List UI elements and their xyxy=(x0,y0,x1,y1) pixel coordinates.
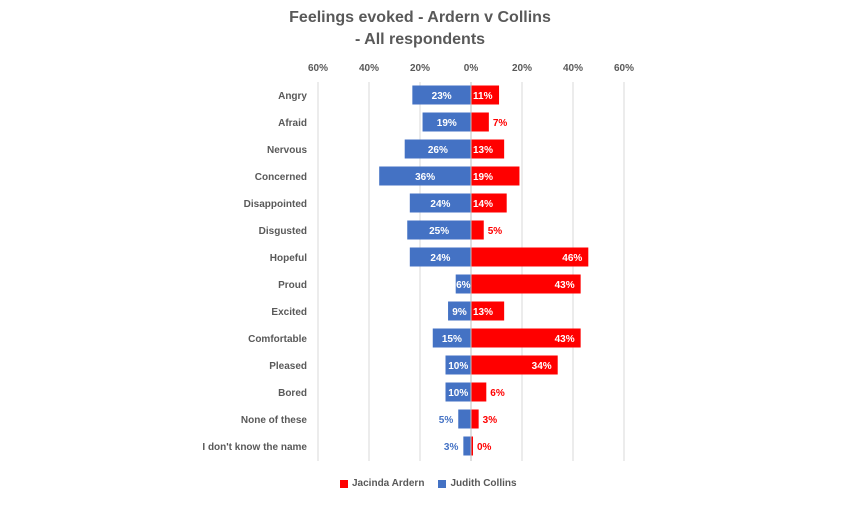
x-tick-label: 60% xyxy=(614,63,634,74)
category-label: Angry xyxy=(278,91,307,102)
bar-ardern xyxy=(471,220,484,240)
bar-collins xyxy=(379,166,471,186)
data-label-collins: 10% xyxy=(448,388,468,399)
data-label-ardern: 34% xyxy=(532,361,552,372)
bar-collins xyxy=(458,409,471,429)
x-tick-label: 60% xyxy=(308,63,328,74)
x-tick-label: 0% xyxy=(464,63,479,74)
legend: Jacinda Ardern Judith Collins xyxy=(340,478,517,489)
bar-ardern xyxy=(471,139,505,159)
bar-ardern xyxy=(471,301,505,321)
bar-collins xyxy=(422,112,471,132)
bar-collins xyxy=(432,328,471,348)
data-label-ardern: 43% xyxy=(555,280,575,291)
bar-collins xyxy=(448,301,471,321)
data-label-ardern: 6% xyxy=(490,388,505,399)
bar-collins xyxy=(412,85,471,105)
bar-collins xyxy=(445,382,471,402)
legend-item-ardern: Jacinda Ardern xyxy=(340,478,424,489)
category-label: Disgusted xyxy=(259,226,307,237)
data-label-collins: 9% xyxy=(452,307,467,318)
x-tick-label: 20% xyxy=(512,63,532,74)
category-label: I don't know the name xyxy=(202,442,307,453)
bar-ardern xyxy=(471,247,589,267)
data-label-ardern: 43% xyxy=(555,334,575,345)
data-label-collins: 19% xyxy=(437,118,457,129)
x-tick-label: 20% xyxy=(410,63,430,74)
bar-ardern xyxy=(471,355,558,375)
bar-ardern xyxy=(471,328,581,348)
legend-label-collins: Judith Collins xyxy=(450,478,517,489)
data-label-collins: 23% xyxy=(432,91,452,102)
data-label-collins: 3% xyxy=(444,442,459,453)
data-label-collins: 6% xyxy=(456,280,471,291)
category-label: Excited xyxy=(271,307,307,318)
category-label: Concerned xyxy=(255,172,307,183)
data-label-collins: 10% xyxy=(448,361,468,372)
category-label: Pleased xyxy=(269,361,307,372)
bar-collins xyxy=(463,436,471,456)
category-label: Hopeful xyxy=(270,253,307,264)
category-label: Nervous xyxy=(267,145,307,156)
data-label-collins: 26% xyxy=(428,145,448,156)
data-label-collins: 36% xyxy=(415,172,435,183)
data-label-ardern: 5% xyxy=(488,226,503,237)
category-label: Proud xyxy=(278,280,307,291)
bar-ardern xyxy=(471,85,500,105)
data-label-collins: 5% xyxy=(439,415,454,426)
data-label-ardern: 13% xyxy=(473,145,493,156)
legend-item-collins: Judith Collins xyxy=(438,478,517,489)
bar-ardern xyxy=(471,274,581,294)
bar-collins xyxy=(404,139,471,159)
data-label-ardern: 14% xyxy=(473,199,493,210)
data-label-ardern: 11% xyxy=(473,91,493,102)
x-tick-label: 40% xyxy=(563,63,583,74)
category-label: None of these xyxy=(241,415,308,426)
category-label: Bored xyxy=(278,388,307,399)
bar-collins xyxy=(409,193,471,213)
bar-ardern xyxy=(471,409,479,429)
data-label-ardern: 13% xyxy=(473,307,493,318)
bar-ardern xyxy=(471,112,489,132)
data-label-collins: 25% xyxy=(429,226,449,237)
bar-collins xyxy=(445,355,471,375)
legend-label-ardern: Jacinda Ardern xyxy=(352,478,425,489)
bar-ardern xyxy=(471,436,473,456)
data-label-ardern: 0% xyxy=(477,442,492,453)
bar-collins xyxy=(409,247,471,267)
chart-title-line-2: - All respondents xyxy=(354,31,486,48)
data-label-collins: 24% xyxy=(430,253,450,264)
category-label: Disappointed xyxy=(244,199,307,210)
chart-title-line-1: Feelings evoked - Ardern v Collins xyxy=(289,9,551,26)
category-label: Afraid xyxy=(278,118,307,129)
legend-swatch-ardern xyxy=(340,479,348,488)
data-label-ardern: 46% xyxy=(562,253,582,264)
legend-swatch-collins xyxy=(438,479,447,488)
bar-collins xyxy=(455,274,471,294)
bar-ardern xyxy=(471,166,520,186)
bar-collins xyxy=(407,220,471,240)
bar-ardern xyxy=(471,193,507,213)
data-label-ardern: 3% xyxy=(483,415,498,426)
x-tick-label: 40% xyxy=(359,63,379,74)
data-label-collins: 15% xyxy=(442,334,462,345)
data-label-ardern: 19% xyxy=(473,172,493,183)
category-label: Comfortable xyxy=(248,334,307,345)
bar-ardern xyxy=(471,382,487,402)
data-label-collins: 24% xyxy=(430,199,450,210)
data-label-ardern: 7% xyxy=(493,118,508,129)
